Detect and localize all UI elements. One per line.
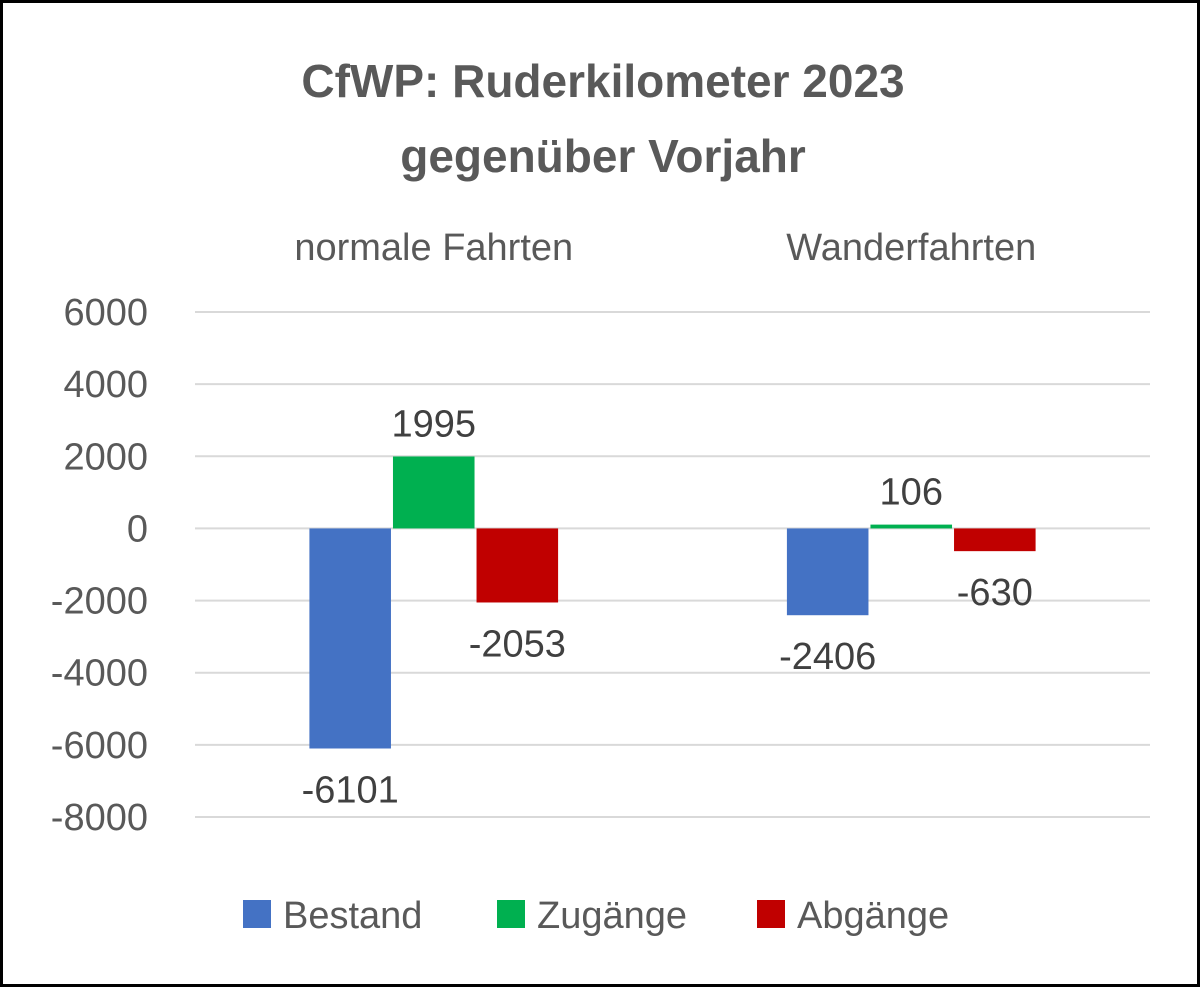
bars [309, 456, 1036, 749]
y-tick-label: -2000 [51, 581, 148, 623]
data-label: -2053 [469, 623, 566, 665]
legend-label: Zugänge [537, 895, 687, 937]
legend-swatch [243, 900, 271, 928]
y-tick-label: 4000 [63, 364, 148, 406]
legend-label: Abgänge [797, 895, 949, 937]
chart-title-line-2: gegenüber Vorjahr [400, 130, 806, 182]
y-tick-label: 2000 [63, 436, 148, 478]
data-label: -6101 [302, 770, 399, 812]
legend-swatch [757, 900, 785, 928]
legend-swatch [497, 900, 525, 928]
bar-abgänge [954, 528, 1036, 552]
legend: Bestand Zugänge Abgänge [243, 895, 949, 937]
bar-bestand [786, 528, 869, 616]
y-tick-label: -6000 [51, 725, 148, 767]
legend-label: Bestand [283, 895, 422, 937]
data-label: -2406 [779, 636, 876, 678]
y-tick-label: -8000 [51, 797, 148, 839]
category-label: Wanderfahrten [786, 227, 1036, 269]
bar-zugänge [870, 524, 953, 529]
y-tick-label: 6000 [63, 292, 148, 334]
bar-zugänge [392, 456, 475, 529]
data-label: 1995 [391, 403, 476, 445]
data-label: -630 [957, 572, 1033, 614]
y-axis: 6000 4000 2000 0 -2000 -4000 -6000 -8000 [51, 292, 148, 839]
y-tick-label: -4000 [51, 653, 148, 695]
bar-abgänge [476, 528, 559, 603]
chart-title-line-1: CfWP: Ruderkilometer 2023 [301, 55, 905, 107]
data-label: 106 [880, 472, 943, 514]
category-label: normale Fahrten [294, 227, 573, 269]
y-tick-label: 0 [127, 508, 148, 550]
category-labels: normale Fahrten Wanderfahrten [294, 227, 1036, 269]
bar-bestand [309, 528, 391, 749]
data-labels: -6101 -2406 1995 106 -2053 -630 [302, 403, 1033, 811]
